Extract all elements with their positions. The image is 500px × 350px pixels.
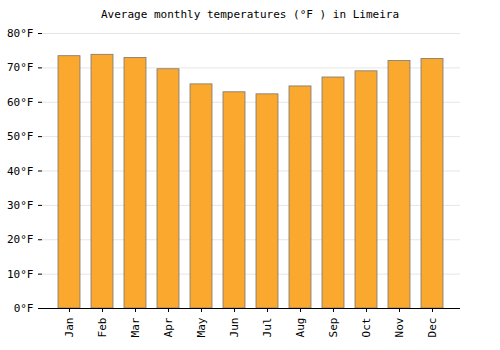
html-text:Average monthly temperatures (: Average monthly temperatures (°F ) in Li… — [101, 8, 399, 21]
svg-text:Oct: Oct — [360, 318, 373, 338]
svg-text:40°F: 40°F — [7, 165, 34, 178]
svg-text:30°F: 30°F — [7, 199, 34, 212]
svg-text:70°F: 70°F — [7, 61, 34, 74]
svg-text:Sep: Sep — [327, 318, 340, 338]
svg-text:20°F: 20°F — [7, 233, 34, 246]
svg-text:80°F: 80°F — [7, 27, 34, 40]
svg-text:Aug: Aug — [294, 318, 307, 338]
svg-text:Dec: Dec — [426, 318, 439, 338]
svg-text:Feb: Feb — [96, 318, 109, 338]
svg-text:0°F: 0°F — [14, 302, 34, 315]
svg-text:Mar: Mar — [129, 317, 142, 337]
svg-text:Jun: Jun — [228, 318, 241, 338]
svg-text:Nov: Nov — [393, 317, 406, 337]
svg-text:Jan: Jan — [63, 318, 76, 338]
svg-text:May: May — [195, 317, 208, 337]
svg-text:10°F: 10°F — [7, 268, 34, 281]
svg-text:Jul: Jul — [261, 318, 274, 338]
svg-text:60°F: 60°F — [7, 96, 34, 109]
svg-text:50°F: 50°F — [7, 130, 34, 143]
svg-text:Apr: Apr — [162, 317, 175, 337]
